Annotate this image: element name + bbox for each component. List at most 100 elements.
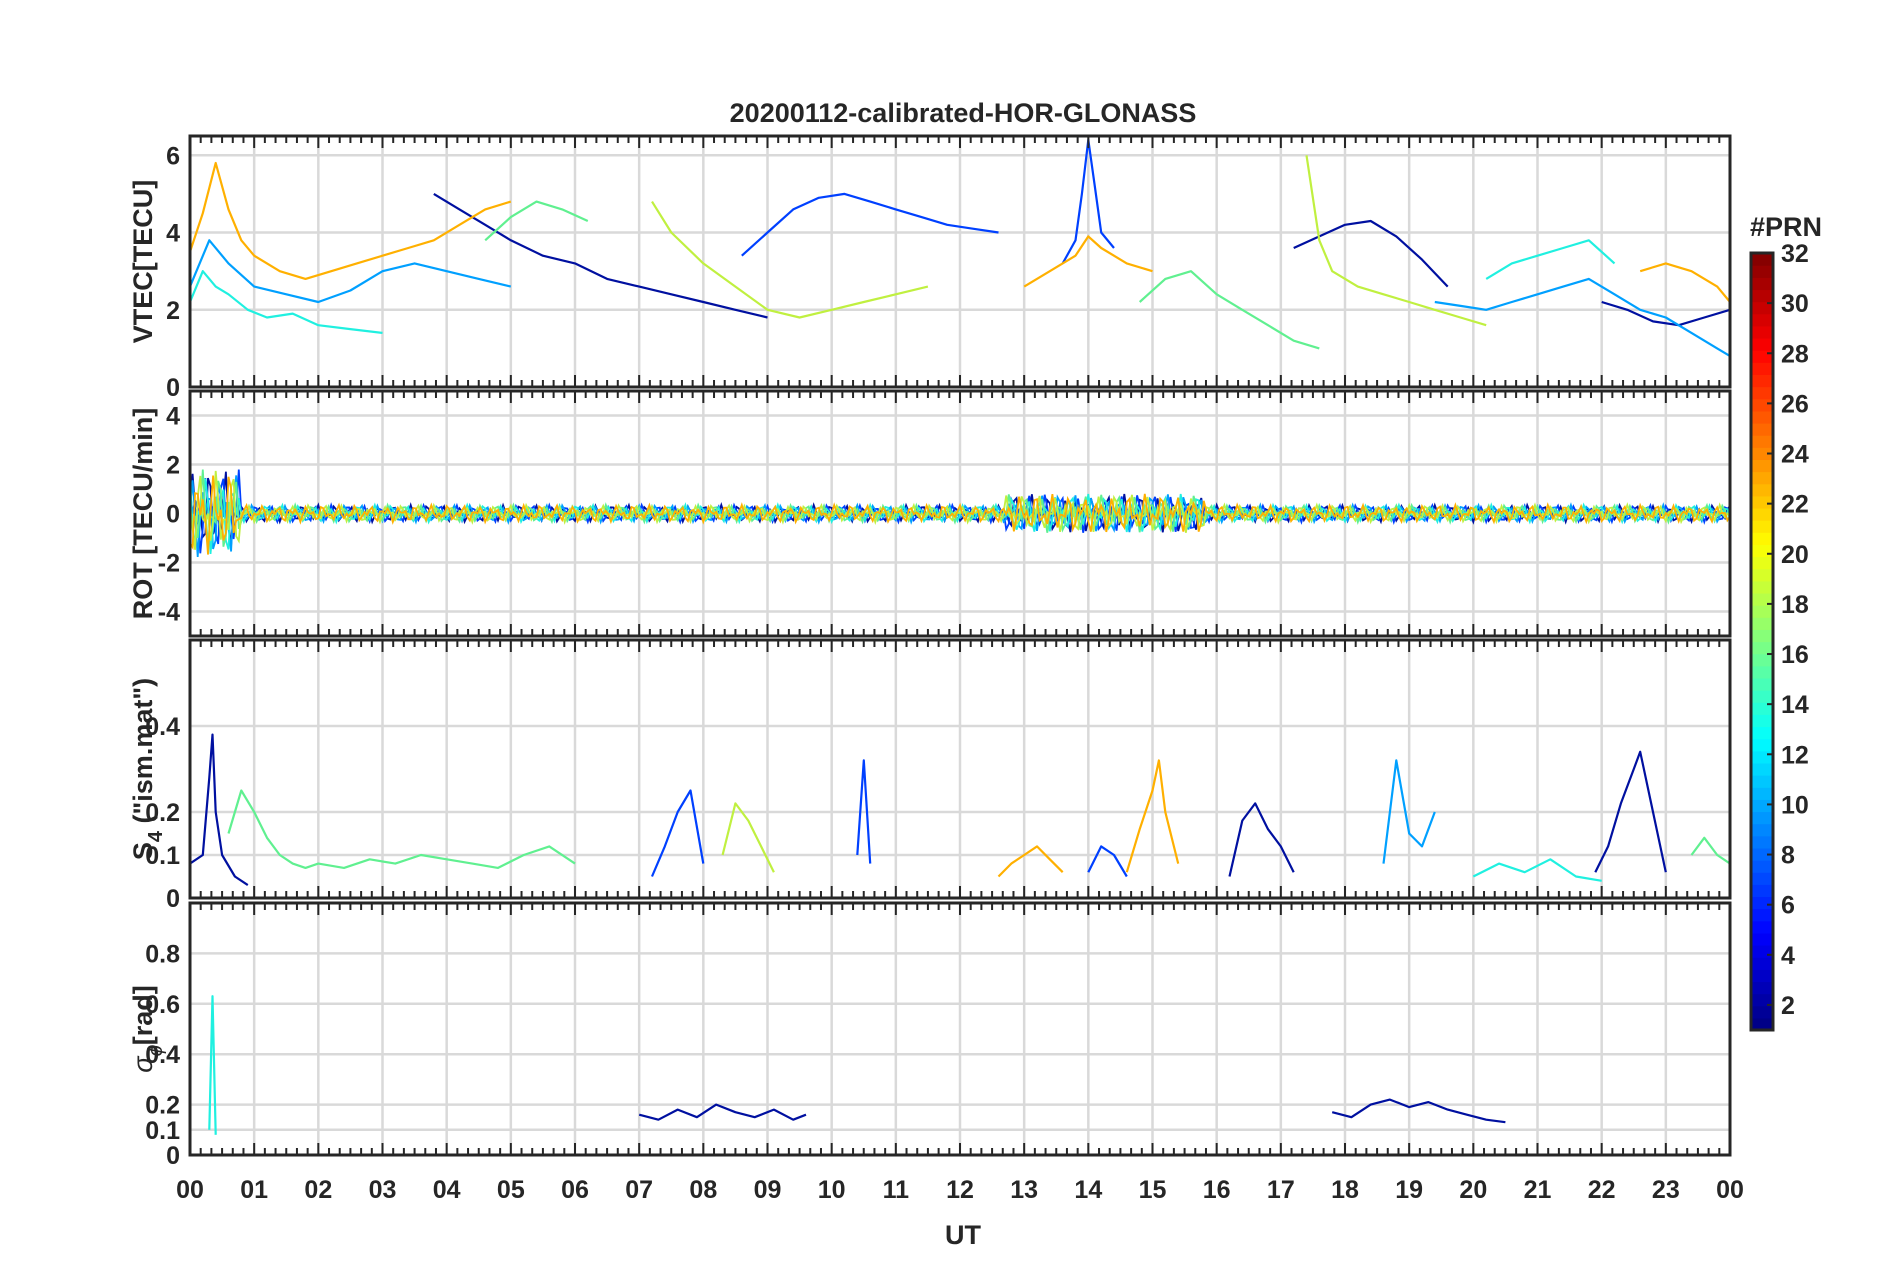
colorbar-swatch	[1751, 422, 1773, 436]
colorbar-swatch	[1751, 265, 1773, 278]
ylabel-rest: [rad]	[128, 985, 158, 1045]
panel-rot: -4 -2 0 2 4 ROT [TECU/min]	[128, 389, 1732, 638]
series-prn-16-vtec	[484, 200, 589, 242]
colorbar-swatch	[1751, 544, 1773, 558]
series-prn-5-s4	[1087, 845, 1128, 878]
panel-s4-ytick-label: 0	[166, 885, 180, 913]
panel-rot-ytick-label: 0	[166, 501, 180, 529]
series-prn-9-s4	[1382, 759, 1436, 864]
colorbar-swatch	[1751, 847, 1773, 861]
panel-sigma: 00.10.2 0.4 0.6 0.8 σϕ[rad]	[128, 901, 1732, 1170]
colorbar-swatch	[1751, 981, 1773, 995]
colorbar-swatch	[1751, 471, 1773, 485]
panel-sigma-frame	[188, 901, 1732, 1157]
colorbar-swatch	[1751, 665, 1773, 679]
x-tick-label: 04	[433, 1176, 461, 1204]
x-axis-label: UT	[945, 1220, 981, 1250]
x-tick-label: 12	[946, 1176, 974, 1204]
panel-sigma-ytick-label: 0.2	[145, 1092, 180, 1120]
series-prn-2-vtec	[1601, 300, 1731, 327]
colorbar-tick-label: 12	[1781, 741, 1809, 769]
colorbar-swatch	[1751, 799, 1773, 813]
panel-sigma-ylabel: σϕ[rad]	[128, 985, 167, 1072]
colorbar-swatch	[1751, 872, 1773, 885]
series-prn-2-sigma	[638, 1103, 807, 1121]
panel-vtec-ytick-label: 0	[166, 374, 180, 402]
series-prn-13-sigma	[208, 995, 217, 1135]
colorbar-swatch	[1751, 775, 1773, 788]
colorbar-swatch	[1751, 374, 1773, 388]
colorbar-swatch	[1751, 629, 1773, 643]
colorbar-swatch	[1751, 556, 1773, 570]
colorbar-swatch	[1751, 835, 1773, 849]
colorbar-swatch	[1751, 592, 1773, 606]
panel-vtec-ytick-label: 6	[166, 142, 180, 170]
colorbar-tick-label: 6	[1781, 892, 1795, 920]
colorbar-swatch	[1751, 738, 1773, 752]
series-prn-9-vtec	[1434, 277, 1731, 358]
x-tick-label: 08	[689, 1176, 717, 1204]
colorbar-tick-label: 16	[1781, 641, 1809, 669]
colorbar-swatch	[1751, 337, 1773, 351]
colorbar-tick-label: 14	[1781, 691, 1809, 719]
x-tick-label: 11	[883, 1176, 910, 1204]
colorbar-tick-label: 8	[1781, 842, 1795, 870]
colorbar-swatch	[1751, 447, 1773, 460]
panel-s4-ytick-label: 0.4	[145, 713, 180, 741]
colorbar-tick-label: 30	[1781, 290, 1809, 318]
colorbar-swatch	[1751, 617, 1773, 630]
colorbar-tick-label: 28	[1781, 340, 1809, 368]
x-tick-label: 21	[1524, 1176, 1552, 1204]
colorbar-swatch	[1751, 653, 1773, 667]
colorbar-swatch	[1751, 350, 1773, 363]
colorbar-swatch	[1751, 945, 1773, 958]
panel-vtec-ytick-label: 4	[166, 220, 180, 248]
x-tick-label: 06	[561, 1176, 589, 1204]
panel-sigma-ytick-label: 0	[166, 1142, 180, 1170]
panel-s4: 00.10.20.4S4 ("ism.mat")	[128, 638, 1732, 913]
x-tick-label: 20	[1459, 1176, 1487, 1204]
colorbar-swatch	[1751, 714, 1773, 728]
colorbar-swatch	[1751, 532, 1773, 545]
colorbar-swatch	[1751, 459, 1773, 473]
series-prn-22-vtec	[188, 161, 512, 280]
x-axis-ticks: 00 01 02 03 04 05 06 07 08 09 10 11 12 13 14 15 16 17 18 19…	[176, 1176, 1744, 1204]
panel-rot-ylabel: ROT [TECU/min]	[128, 408, 158, 619]
x-tick-label: 14	[1074, 1176, 1102, 1204]
panel-s4-frame	[188, 638, 1732, 900]
colorbar-tick-label: 22	[1781, 491, 1809, 519]
series-prn-13-vtec	[188, 270, 383, 334]
colorbar-swatch	[1751, 398, 1773, 412]
chart-title: 20200112-calibrated-HOR-GLONASS	[730, 98, 1197, 128]
ylabel-rest: ("ism.mat")	[128, 678, 158, 831]
panel-sigma-ytick-label: 0.1	[145, 1117, 180, 1145]
colorbar-swatch	[1751, 325, 1773, 339]
x-tick-label: 05	[497, 1176, 525, 1204]
colorbar-tick-label: 26	[1781, 390, 1809, 418]
colorbar-swatch	[1751, 993, 1773, 1007]
colorbar-swatch	[1751, 762, 1773, 776]
colorbar-swatch	[1751, 301, 1773, 315]
colorbar-swatch	[1751, 690, 1773, 703]
x-tick-label: 15	[1139, 1176, 1167, 1204]
colorbar-swatch	[1751, 520, 1773, 533]
colorbar-swatch	[1751, 726, 1773, 740]
panel-rot-ytick-label: -4	[158, 599, 180, 627]
colorbar-swatch	[1751, 277, 1773, 291]
colorbar-swatch	[1751, 386, 1773, 400]
series-prn-22-s4	[1125, 759, 1180, 873]
panel-sigma-ytick-label: 0.8	[145, 940, 180, 968]
colorbar-swatch	[1751, 483, 1773, 497]
colorbar-tick-label: 10	[1781, 791, 1809, 819]
x-tick-label: 13	[1010, 1176, 1038, 1204]
colorbar-swatch	[1751, 957, 1773, 970]
colorbar-swatch	[1751, 750, 1773, 764]
colorbar-swatch	[1751, 1005, 1773, 1019]
colorbar-tick-label: 20	[1781, 541, 1809, 569]
panel-vtec-ytick-label: 2	[166, 297, 180, 325]
colorbar-tick-label: 32	[1781, 240, 1809, 268]
colorbar-swatch	[1751, 823, 1773, 837]
colorbar-swatch	[1751, 860, 1773, 873]
series-prn-5-s4	[856, 759, 872, 864]
